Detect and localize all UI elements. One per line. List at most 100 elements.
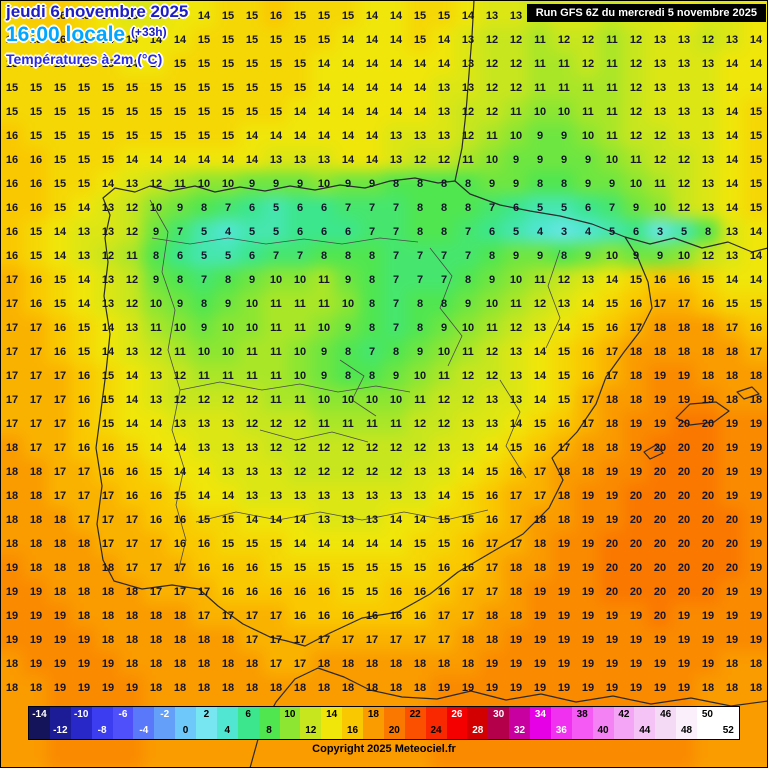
temp-value: 18 [749, 394, 763, 406]
temp-value: 18 [173, 610, 187, 622]
temp-value: 12 [125, 274, 139, 286]
temp-fill-cell [431, 195, 457, 221]
temp-value: 14 [125, 394, 139, 406]
temp-value: 16 [77, 442, 91, 454]
temp-value: 17 [53, 370, 67, 382]
temp-value: 19 [557, 682, 571, 694]
temp-value: 14 [197, 154, 211, 166]
temp-value: 11 [294, 394, 306, 406]
temp-value: 14 [485, 442, 499, 454]
temp-value: 18 [77, 562, 91, 574]
temp-value: 13 [701, 106, 715, 118]
temp-fill-cell [743, 75, 768, 101]
temp-value: 7 [296, 250, 304, 262]
temp-value: 18 [677, 322, 691, 334]
temp-value: 16 [485, 490, 499, 502]
temp-value: 13 [269, 466, 283, 478]
temp-value: 17 [629, 322, 643, 334]
temp-value: 15 [293, 58, 307, 70]
temp-value: 10 [317, 322, 331, 334]
temp-value: 15 [245, 538, 259, 550]
temp-value: 17 [29, 346, 43, 358]
temp-value: 18 [101, 586, 115, 598]
temp-value: 8 [416, 226, 424, 238]
temp-value: 13 [413, 130, 427, 142]
temp-fill-cell [647, 27, 673, 53]
temp-value: 8 [440, 202, 448, 214]
temp-fill-cell [95, 51, 121, 77]
temp-fill-cell [503, 243, 529, 269]
temp-fill-cell [359, 51, 385, 77]
temp-value: 14 [461, 466, 475, 478]
temp-value: 7 [200, 274, 208, 286]
temp-value: 14 [125, 154, 139, 166]
temp-value: 10 [245, 322, 259, 334]
temp-value: 8 [152, 250, 160, 262]
temp-value: 13 [461, 442, 475, 454]
temp-value: 15 [197, 130, 211, 142]
temp-value: 12 [557, 274, 571, 286]
temp-value: 20 [653, 538, 667, 550]
legend-cell: 24 [425, 723, 447, 739]
temp-value: 18 [29, 538, 43, 550]
temp-value: 19 [725, 418, 739, 430]
temp-value: 17 [269, 610, 283, 622]
temp-fill-cell [119, 171, 145, 197]
temp-fill-cell [503, 27, 529, 53]
temp-value: 14 [341, 130, 355, 142]
temp-value: 12 [461, 106, 475, 118]
temp-value: 7 [416, 250, 424, 262]
temp-fill-cell [671, 219, 697, 245]
temp-value: 14 [317, 58, 331, 70]
temp-value: 17 [149, 562, 163, 574]
temp-value: 9 [296, 178, 304, 190]
temp-value: 13 [653, 34, 667, 46]
temp-fill-cell [623, 243, 649, 269]
temp-fill-cell [311, 171, 337, 197]
legend-cell: -12 [49, 723, 71, 739]
temp-value: 12 [557, 34, 571, 46]
temp-value: 18 [29, 514, 43, 526]
temp-fill-cell [359, 0, 385, 5]
temp-value: 15 [461, 514, 475, 526]
temp-fill-cell [671, 147, 697, 173]
temp-fill-cell [215, 147, 241, 173]
temp-value: 14 [533, 370, 547, 382]
legend-cell [49, 707, 71, 723]
temp-value: 19 [581, 634, 595, 646]
temp-value: 14 [749, 274, 763, 286]
temp-fill-cell [647, 219, 673, 245]
temp-value: 16 [461, 562, 475, 574]
temp-value: 8 [176, 274, 184, 286]
temp-fill-cell [623, 27, 649, 53]
temp-value: 9 [392, 370, 400, 382]
temp-value: 18 [557, 490, 571, 502]
temp-value: 17 [533, 490, 547, 502]
temp-value: 6 [632, 226, 640, 238]
temp-fill-cell [263, 3, 289, 29]
temp-value: 19 [749, 442, 763, 454]
temp-value: 8 [440, 226, 448, 238]
temp-value: 6 [176, 250, 184, 262]
temp-value: 17 [5, 298, 19, 310]
temp-value: 11 [318, 274, 330, 286]
temp-fill-cell [143, 123, 169, 149]
temp-value: 19 [509, 682, 523, 694]
temp-value: 12 [509, 82, 523, 94]
temp-value: 20 [653, 562, 667, 574]
temp-value: 20 [725, 562, 739, 574]
temp-value: 12 [365, 466, 379, 478]
temp-value: 17 [557, 442, 571, 454]
temp-value: 9 [248, 274, 256, 286]
temp-value: 9 [488, 178, 496, 190]
temp-fill-cell [359, 195, 385, 221]
legend-cell: 40 [592, 723, 614, 739]
temp-fill-cell [119, 3, 145, 29]
temp-value: 19 [557, 610, 571, 622]
temp-value: 12 [245, 394, 259, 406]
temp-value: 17 [293, 658, 307, 670]
temp-value: 19 [605, 466, 619, 478]
temp-value: 19 [653, 658, 667, 670]
temp-value: 11 [462, 154, 474, 166]
